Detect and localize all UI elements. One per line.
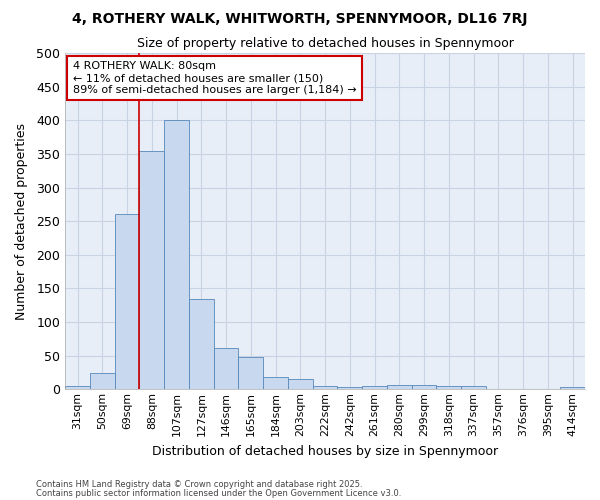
Bar (337, 388, 362, 390)
Text: 4 ROTHERY WALK: 80sqm
← 11% of detached houses are smaller (150)
89% of semi-det: 4 ROTHERY WALK: 80sqm ← 11% of detached … (73, 62, 356, 94)
Bar (65, 386, 90, 390)
Bar (461, 386, 486, 390)
Text: 4, ROTHERY WALK, WHITWORTH, SPENNYMOOR, DL16 7RJ: 4, ROTHERY WALK, WHITWORTH, SPENNYMOOR, … (72, 12, 528, 26)
Bar (313, 386, 337, 390)
X-axis label: Distribution of detached houses by size in Spennymoor: Distribution of detached houses by size … (152, 444, 498, 458)
Bar (115, 214, 139, 390)
Bar (139, 150, 164, 390)
Text: Contains HM Land Registry data © Crown copyright and database right 2025.: Contains HM Land Registry data © Crown c… (36, 480, 362, 489)
Bar (90, 372, 115, 390)
Bar (263, 378, 288, 390)
Bar (436, 386, 461, 390)
Title: Size of property relative to detached houses in Spennymoor: Size of property relative to detached ho… (137, 38, 514, 51)
Bar (560, 388, 585, 390)
Bar (238, 357, 263, 390)
Bar (412, 386, 436, 390)
Bar (486, 388, 511, 390)
Bar (164, 120, 189, 390)
Y-axis label: Number of detached properties: Number of detached properties (15, 122, 28, 320)
Bar (288, 380, 313, 390)
Bar (189, 298, 214, 390)
Bar (214, 348, 238, 390)
Bar (387, 386, 412, 390)
Text: Contains public sector information licensed under the Open Government Licence v3: Contains public sector information licen… (36, 488, 401, 498)
Bar (362, 386, 387, 390)
